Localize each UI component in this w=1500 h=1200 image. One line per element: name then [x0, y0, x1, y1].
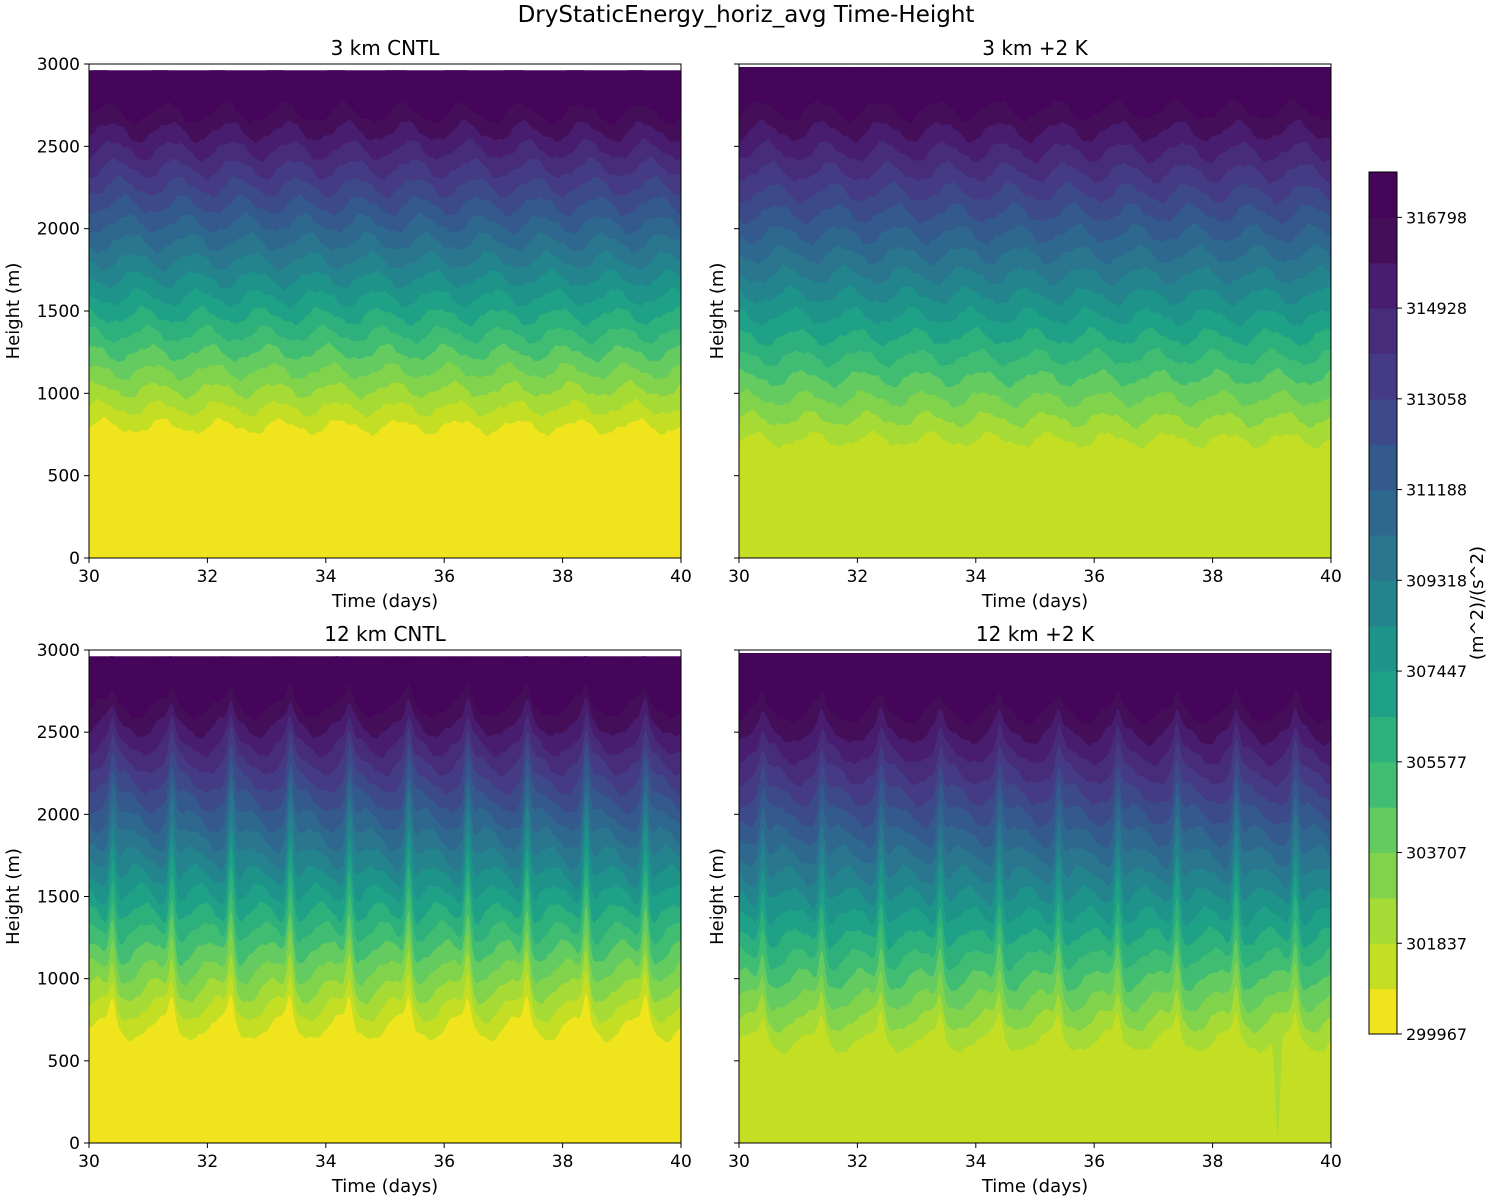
x-tick-label: 40	[670, 1152, 692, 1172]
x-tick-label: 34	[315, 1152, 337, 1172]
y-tick-label: 500	[48, 1052, 80, 1072]
colorbar-segment	[1369, 353, 1397, 400]
panel-1: 30 32 34 36 38 40 0 500 1000 1500 2000 2500 3000 3 km…	[3, 36, 692, 612]
contour-fills	[89, 656, 681, 1143]
y-tick-label: 1000	[37, 384, 80, 404]
y-axis-label: Height (m)	[3, 848, 24, 945]
colorbar-segment	[1369, 897, 1397, 944]
colorbar-tick-label: 316798	[1406, 208, 1467, 227]
contour-band-20	[739, 652, 1331, 685]
colorbar-tick-label: 299967	[1406, 1025, 1467, 1044]
y-axis-label: Height (m)	[3, 263, 24, 360]
x-axis-label: Time (days)	[981, 591, 1088, 612]
x-tick-label: 30	[728, 1152, 750, 1172]
x-tick-label: 40	[670, 567, 692, 587]
colorbar-segment	[1369, 308, 1397, 354]
colorbar-segment	[1369, 217, 1397, 264]
y-tick-label: 3000	[37, 641, 80, 661]
x-tick-label: 32	[197, 1152, 219, 1172]
figure-title: DryStaticEnergy_horiz_avg Time-Height	[518, 2, 975, 28]
y-axis-label: Height (m)	[707, 263, 728, 360]
colorbar-segment	[1369, 988, 1397, 1035]
x-tick-label: 30	[78, 1152, 100, 1172]
x-axis-label: Time (days)	[981, 1176, 1088, 1197]
x-tick-label: 38	[552, 567, 574, 587]
x-tick-label: 40	[1320, 567, 1342, 587]
x-tick-label: 30	[728, 567, 750, 587]
colorbar-segment	[1369, 444, 1397, 491]
contour-band-1	[739, 429, 1331, 558]
panel-title: 12 km CNTL	[324, 622, 446, 646]
x-axis-label: Time (days)	[331, 591, 438, 612]
panel-title: 12 km +2 K	[976, 622, 1095, 646]
x-tick-label: 34	[315, 567, 337, 587]
y-tick-label: 2000	[37, 220, 80, 240]
y-tick-label: 1500	[37, 888, 80, 908]
colorbar-segment	[1369, 943, 1397, 990]
colorbar-segment	[1369, 852, 1397, 899]
colorbar-segment	[1369, 625, 1397, 672]
x-axis-label: Time (days)	[331, 1176, 438, 1197]
panel-3: 30 32 34 36 38 40 0 500 1000 1500 2000 2500 3000 12 k…	[3, 622, 692, 1197]
x-tick-label: 36	[433, 1152, 455, 1172]
colorbar-tick-label: 301837	[1406, 934, 1467, 953]
colorbar-segment	[1369, 262, 1397, 309]
colorbar: 299967 301837 303707 305577 307447 309318 3111…	[1368, 171, 1488, 1044]
y-tick-label: 0	[69, 549, 80, 569]
x-tick-label: 38	[1202, 567, 1224, 587]
colorbar-frame	[1368, 171, 1398, 1035]
y-tick-label: 2500	[37, 137, 80, 157]
panel-title: 3 km CNTL	[331, 36, 441, 60]
colorbar-segment	[1369, 534, 1397, 581]
y-tick-label: 3000	[37, 55, 80, 75]
y-tick-label: 1500	[37, 302, 80, 322]
colorbar-segment	[1369, 671, 1397, 717]
contour-fills	[739, 66, 1331, 558]
colorbar-segment	[1369, 761, 1397, 808]
y-tick-label: 2000	[37, 805, 80, 825]
colorbar-tick-label: 303707	[1406, 844, 1467, 863]
x-tick-label: 32	[847, 1152, 869, 1172]
contour-band-21	[89, 70, 681, 90]
panels: 30 32 34 36 38 40 0 500 1000 1500 2000 2500 3000 3 km…	[3, 36, 1342, 1197]
x-tick-label: 36	[1083, 567, 1105, 587]
x-tick-label: 32	[197, 567, 219, 587]
colorbar-segment	[1369, 489, 1397, 536]
colorbar-segment	[1369, 807, 1397, 854]
panel-title: 3 km +2 K	[982, 36, 1088, 60]
panel-2: 30 32 34 36 38 40 3 km +2 K Time (days) Height (…	[707, 36, 1342, 612]
colorbar-tick-label: 313058	[1406, 390, 1467, 409]
x-tick-label: 38	[552, 1152, 574, 1172]
colorbar-tick-label: 307447	[1406, 662, 1467, 681]
x-tick-label: 30	[78, 567, 100, 587]
x-tick-label: 36	[1083, 1152, 1105, 1172]
y-axis-label: Height (m)	[707, 848, 728, 945]
x-tick-label: 38	[1202, 1152, 1224, 1172]
x-tick-label: 40	[1320, 1152, 1342, 1172]
panel-4: 30 32 34 36 38 40 12 km +2 K Time (days) Height …	[707, 622, 1342, 1197]
contour-fills	[89, 70, 681, 558]
x-tick-label: 34	[965, 567, 987, 587]
y-tick-label: 0	[69, 1134, 80, 1154]
x-tick-label: 32	[847, 567, 869, 587]
colorbar-tick-label: 314928	[1406, 299, 1467, 318]
colorbar-tick-label: 309318	[1406, 571, 1467, 590]
contour-band-1	[89, 416, 681, 558]
colorbar-label: (m^2)/(s^2)	[1467, 546, 1488, 660]
contour-band-20	[739, 66, 1331, 82]
contour-fills	[739, 652, 1331, 1143]
colorbar-segment	[1369, 580, 1397, 627]
y-tick-label: 2500	[37, 723, 80, 743]
colorbar-segment	[1369, 716, 1397, 763]
contour-band-21	[89, 656, 681, 682]
y-tick-label: 500	[48, 467, 80, 487]
colorbar-tick-label: 311188	[1406, 481, 1467, 500]
x-tick-label: 36	[433, 567, 455, 587]
y-tick-label: 1000	[37, 970, 80, 990]
colorbar-segment	[1369, 172, 1397, 218]
colorbar-tick-label: 305577	[1406, 753, 1467, 772]
x-tick-label: 34	[965, 1152, 987, 1172]
colorbar-segment	[1369, 398, 1397, 445]
